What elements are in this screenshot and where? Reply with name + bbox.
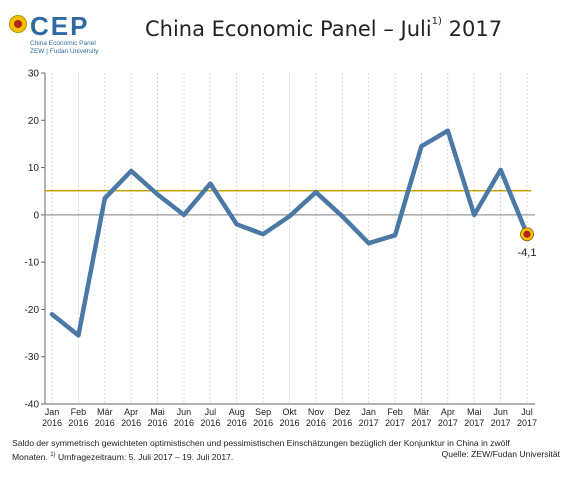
y-tick-label: 30 bbox=[28, 69, 40, 80]
series-line bbox=[49, 128, 530, 338]
x-tick-label-year: 2017 bbox=[464, 418, 484, 428]
x-tick-label-month: Mär bbox=[97, 407, 113, 417]
last-value-marker-center bbox=[523, 230, 531, 238]
y-tick-label: 0 bbox=[33, 210, 39, 221]
x-tick-label-year: 2016 bbox=[95, 418, 115, 428]
x-tick-label-year: 2017 bbox=[491, 418, 511, 428]
series-layer bbox=[45, 128, 534, 338]
x-tick-label-month: Jun bbox=[177, 407, 192, 417]
x-tick-label-month: Dez bbox=[334, 407, 351, 417]
y-tick-label: -20 bbox=[25, 305, 40, 316]
x-tick-label-month: Aug bbox=[229, 407, 245, 417]
chart-title: China Economic Panel – Juli1) 2017 bbox=[145, 16, 503, 41]
x-tick-label-year: 2016 bbox=[42, 418, 62, 428]
x-tick-label-year: 2016 bbox=[174, 418, 194, 428]
chart-title-main: China Economic Panel – Juli bbox=[145, 17, 432, 41]
x-tick-label-year: 2017 bbox=[517, 418, 537, 428]
y-tick-label: 10 bbox=[28, 163, 40, 174]
x-tick-label-year: 2016 bbox=[200, 418, 220, 428]
x-tick-label-month: Jan bbox=[361, 407, 376, 417]
footnote-line-2-mark: 1) bbox=[50, 452, 56, 458]
x-tick-label-month: Nov bbox=[308, 407, 325, 417]
x-tick-label-year: 2016 bbox=[253, 418, 273, 428]
x-tick-label-month: Feb bbox=[387, 407, 403, 417]
footnote-line-1: Saldo der symmetrisch gewichteten optimi… bbox=[12, 438, 510, 448]
label-layer: Jan2016Feb2016Mär2016Apr2016Mai2016Jun20… bbox=[42, 247, 537, 428]
footnote-line-2: Monaten. 1) Umfragezeitraum: 5. Juli 201… bbox=[12, 449, 560, 463]
footnote-line-2-b: Umfragezeitraum: 5. Juli 2017 – 19. Juli… bbox=[55, 451, 234, 462]
source-note: Quelle: ZEW/Fudan Universität bbox=[441, 449, 560, 459]
x-tick-label-year: 2016 bbox=[68, 418, 88, 428]
x-tick-label-year: 2016 bbox=[306, 418, 326, 428]
x-tick-label-month: Jun bbox=[493, 407, 508, 417]
footnote: Saldo der symmetrisch gewichteten optimi… bbox=[12, 437, 560, 463]
x-tick-label-month: Feb bbox=[71, 407, 87, 417]
logo-text: CEP bbox=[30, 11, 90, 41]
x-tick-label-month: Mai bbox=[467, 407, 482, 417]
last-value-label: -4,1 bbox=[518, 247, 537, 259]
footnote-line-2-a: Monaten. bbox=[12, 451, 51, 462]
y-tick-label: 20 bbox=[28, 116, 40, 127]
x-tick-label-year: 2017 bbox=[411, 418, 431, 428]
chart-title-year: 2017 bbox=[441, 17, 503, 41]
x-tick-label-year: 2016 bbox=[227, 418, 247, 428]
x-tick-label-month: Mai bbox=[150, 407, 165, 417]
axis-layer: -40 -30 -20 -10 0 10 20 30 bbox=[25, 69, 535, 411]
x-tick-label-month: Okt bbox=[282, 407, 297, 417]
cep-logo: CEP China Economic Panel ZEW | Fudan Uni… bbox=[10, 10, 120, 55]
cep-logo-mark-icon bbox=[10, 16, 26, 32]
x-tick-label-month: Apr bbox=[441, 407, 455, 417]
x-tick-label-month: Jul bbox=[521, 407, 533, 417]
y-tick-label: -30 bbox=[25, 352, 40, 363]
y-tick-label: -40 bbox=[25, 400, 40, 411]
x-tick-label-month: Mär bbox=[414, 407, 430, 417]
logo-subtitle-2: ZEW | Fudan University bbox=[30, 48, 99, 55]
x-tick-label-month: Jul bbox=[205, 407, 217, 417]
x-tick-label-month: Apr bbox=[124, 407, 138, 417]
x-tick-label-month: Jan bbox=[45, 407, 60, 417]
x-tick-label-year: 2016 bbox=[279, 418, 299, 428]
x-tick-label-month: Sep bbox=[255, 407, 271, 417]
x-tick-label-year: 2017 bbox=[359, 418, 379, 428]
chart-title-footnote-mark: 1) bbox=[431, 16, 442, 27]
x-tick-label-year: 2016 bbox=[332, 418, 352, 428]
x-tick-label-year: 2016 bbox=[121, 418, 141, 428]
x-tick-label-year: 2016 bbox=[148, 418, 168, 428]
grid-layer bbox=[51, 73, 528, 404]
y-tick-label: -10 bbox=[25, 258, 40, 269]
x-tick-label-year: 2017 bbox=[385, 418, 405, 428]
x-tick-label-year: 2017 bbox=[438, 418, 458, 428]
logo-subtitle-1: China Economic Panel bbox=[30, 40, 96, 47]
